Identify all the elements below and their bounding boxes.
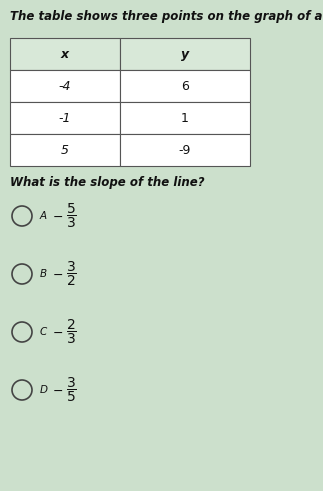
Text: 1: 1	[181, 111, 189, 125]
Text: -9: -9	[179, 143, 191, 157]
FancyBboxPatch shape	[10, 38, 120, 70]
Text: 5: 5	[61, 143, 69, 157]
Circle shape	[12, 380, 32, 400]
Circle shape	[12, 264, 32, 284]
Text: A: A	[40, 211, 47, 221]
Text: $\dfrac{3}{5}$: $\dfrac{3}{5}$	[66, 376, 77, 404]
FancyBboxPatch shape	[120, 38, 250, 70]
FancyBboxPatch shape	[10, 134, 120, 166]
Text: y: y	[181, 48, 189, 60]
Text: $-$: $-$	[52, 268, 63, 280]
Text: $-$: $-$	[52, 210, 63, 222]
Text: B: B	[40, 269, 47, 279]
Text: The table shows three points on the graph of a line.: The table shows three points on the grap…	[10, 10, 323, 23]
Text: -4: -4	[59, 80, 71, 92]
FancyBboxPatch shape	[120, 70, 250, 102]
Text: $\dfrac{5}{3}$: $\dfrac{5}{3}$	[66, 202, 77, 230]
FancyBboxPatch shape	[120, 102, 250, 134]
Text: -1: -1	[59, 111, 71, 125]
FancyBboxPatch shape	[10, 102, 120, 134]
Circle shape	[12, 322, 32, 342]
Text: $\dfrac{2}{3}$: $\dfrac{2}{3}$	[66, 318, 77, 346]
Text: $-$: $-$	[52, 326, 63, 338]
FancyBboxPatch shape	[10, 70, 120, 102]
Circle shape	[12, 206, 32, 226]
Text: 6: 6	[181, 80, 189, 92]
Text: C: C	[40, 327, 47, 337]
Text: What is the slope of the line?: What is the slope of the line?	[10, 176, 205, 189]
Text: $-$: $-$	[52, 383, 63, 397]
Text: x: x	[61, 48, 69, 60]
Text: D: D	[40, 385, 48, 395]
Text: $\dfrac{3}{2}$: $\dfrac{3}{2}$	[66, 260, 77, 288]
FancyBboxPatch shape	[120, 134, 250, 166]
